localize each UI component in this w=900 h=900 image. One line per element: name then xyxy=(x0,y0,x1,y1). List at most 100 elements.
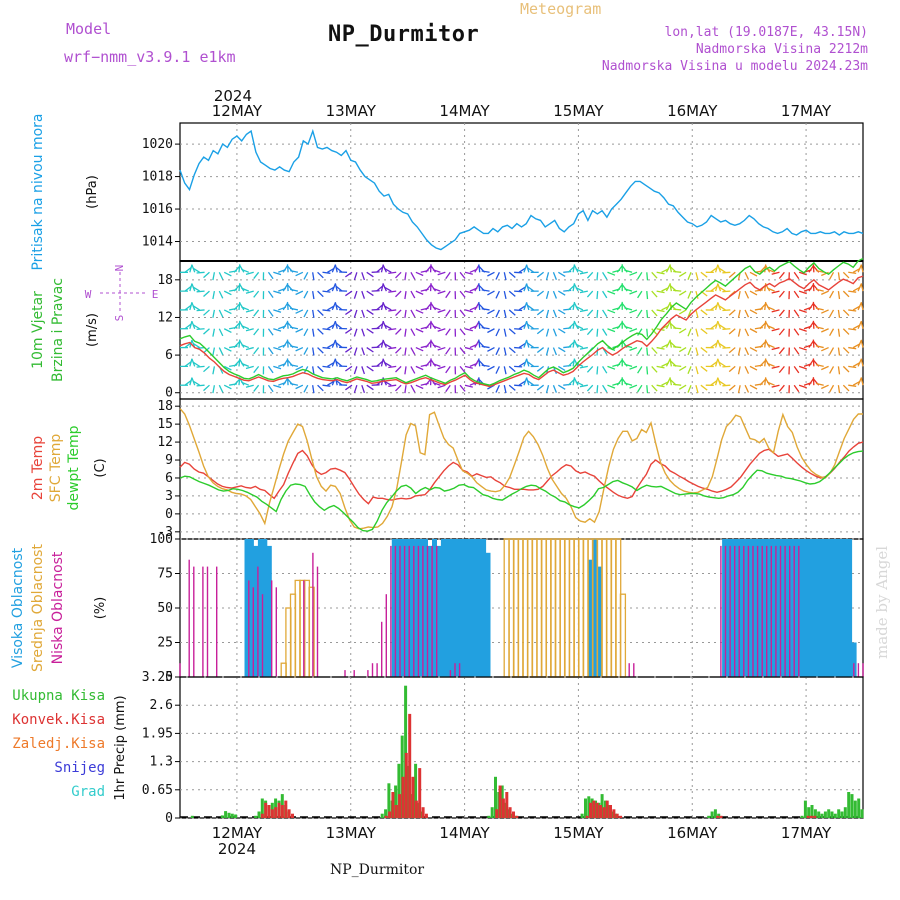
wind-barb-61-2 xyxy=(478,339,481,348)
wind-barb-136-1 xyxy=(848,365,857,369)
wind-barb-92-2 xyxy=(624,344,633,349)
wind-barb-7-0 xyxy=(212,385,216,394)
wind-barb-138-2 xyxy=(857,340,862,348)
cloud-bar-2-53 xyxy=(422,545,424,677)
wind-barb-134-2 xyxy=(837,347,841,356)
precip-legend-0: Ukupna Kisa xyxy=(12,688,105,704)
wind-barb-113-2 xyxy=(728,347,736,354)
wind-barb-128-2 xyxy=(808,340,814,348)
precip-bar-1-26 xyxy=(267,805,271,818)
wind-barb-132-3 xyxy=(821,328,829,333)
wind-barb-45-4 xyxy=(395,309,402,317)
wind-barb-89-4 xyxy=(616,303,623,311)
wind-barb-133-2 xyxy=(829,347,835,355)
wind-barb-114-0 xyxy=(737,385,741,394)
wind-barb-93-6 xyxy=(629,271,638,276)
wind-barb-118-4 xyxy=(759,303,766,311)
wind-barb-134-1 xyxy=(837,366,841,375)
precip-bar-1-32 xyxy=(287,809,291,818)
wind-barb-25-0 xyxy=(295,384,304,390)
wind-barb-4-1 xyxy=(192,361,201,367)
wind-barb-40-6 xyxy=(376,266,384,273)
cloud-bar-2-0 xyxy=(179,663,181,677)
wind-barb-60-3 xyxy=(474,321,480,330)
wind-barb-19-4 xyxy=(273,309,282,313)
wind-barb-4-4 xyxy=(192,305,200,311)
wind-barb-77-0 xyxy=(558,384,566,390)
panel-2-tick-label-0: -3 xyxy=(157,525,173,540)
wind-barb-45-1 xyxy=(395,365,402,373)
wind-barb-47-4 xyxy=(410,309,416,318)
wind-barb-44-4 xyxy=(388,309,397,312)
wind-barb-29-0 xyxy=(322,384,331,387)
wind-barb-83-6 xyxy=(579,271,588,275)
wind-barb-7-4 xyxy=(212,309,216,318)
wind-barb-115-6 xyxy=(744,272,750,280)
panel-0-tick-label-2: 1018 xyxy=(142,170,173,185)
precip-bar-1-64 xyxy=(394,805,398,818)
wind-barb-111-5 xyxy=(718,286,726,292)
wind-barb-35-0 xyxy=(345,384,353,391)
wind-barb-136-2 xyxy=(848,346,857,350)
cloud-bar-0-67 xyxy=(476,539,482,677)
elevation-label: Nadmorska Visina 2212m xyxy=(695,42,868,57)
wind-barb-52-3 xyxy=(430,321,437,330)
precip-bar-1-24 xyxy=(260,813,264,818)
wind-barb-7-2 xyxy=(212,347,216,356)
wind-barb-102-2 xyxy=(673,346,682,349)
wind-barb-128-0 xyxy=(808,378,814,386)
wind-barb-15-6 xyxy=(245,271,254,276)
wind-barb-134-5 xyxy=(837,291,841,300)
wind-barb-28-5 xyxy=(317,290,324,298)
precip-bar-0-160 xyxy=(710,811,714,818)
wind-barb-64-2 xyxy=(487,346,495,352)
cloud-bar-0-51 xyxy=(405,539,411,677)
wind-barb-46-1 xyxy=(404,366,407,375)
wind-barb-78-2 xyxy=(563,346,572,349)
wind-barb-61-1 xyxy=(478,358,481,367)
wind-barb-125-6 xyxy=(793,271,800,280)
wind-barb-5-4 xyxy=(196,309,205,312)
precip-bar-0-130 xyxy=(610,811,614,818)
wind-barb-95-5 xyxy=(646,291,649,300)
wind-barb-128-3 xyxy=(808,321,814,330)
wind-barb-15-2 xyxy=(245,346,254,351)
wind-barb-58-3 xyxy=(464,328,473,332)
wind-barb-93-2 xyxy=(629,346,638,352)
wind-barb-18-5 xyxy=(267,290,274,298)
precip-bar-1-65 xyxy=(398,794,402,818)
wind-barb-53-6 xyxy=(432,269,441,273)
precip-bar-0-23 xyxy=(254,815,258,818)
precip-bar-1-61 xyxy=(384,815,388,818)
precip-bar-0-188 xyxy=(803,800,807,818)
cloud-bar-0-143 xyxy=(815,539,821,677)
wind-barb-14-4 xyxy=(241,306,250,311)
wind-barb-22-4 xyxy=(286,301,289,310)
wind-barb-57-4 xyxy=(459,309,466,317)
wind-barb-106-6 xyxy=(700,271,708,278)
wind-barb-79-3 xyxy=(567,322,575,330)
precip-legend-2: Zaledj.Kisa xyxy=(12,736,105,752)
cloud-unit-label: (%) xyxy=(93,597,108,620)
wind-barb-48-0 xyxy=(415,384,424,390)
wind-barb-61-5 xyxy=(478,283,481,292)
cloud-bar-2-17 xyxy=(257,566,259,677)
wind-barb-57-3 xyxy=(459,328,466,336)
precip-bar-0-198 xyxy=(837,809,841,818)
wind-barb-55-1 xyxy=(445,366,451,374)
wind-barb-77-2 xyxy=(558,347,566,353)
wind-barb-122-4 xyxy=(771,309,780,313)
wind-barb-43-4 xyxy=(383,305,392,311)
wind-barb-61-6 xyxy=(478,264,481,273)
wind-barb-53-1 xyxy=(432,363,441,367)
wind-barb-111-2 xyxy=(718,342,726,349)
cloud-bar-2-132 xyxy=(784,545,786,677)
wind-barb-103-6 xyxy=(678,271,687,277)
wind-barb-21-5 xyxy=(282,284,289,292)
wind-barb-66-6 xyxy=(503,272,507,281)
model-elevation-label: Nadmorska Visina u modelu 2024.23m xyxy=(601,59,868,74)
wind-dir-s: S xyxy=(113,315,126,322)
wind-barb-106-2 xyxy=(700,347,708,354)
wind-barb-65-1 xyxy=(495,366,500,374)
wind-barb-131-3 xyxy=(815,326,824,330)
